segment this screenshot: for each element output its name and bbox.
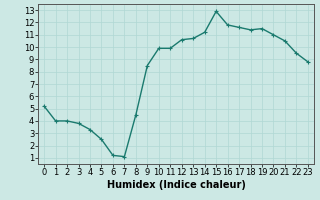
X-axis label: Humidex (Indice chaleur): Humidex (Indice chaleur) [107,180,245,190]
